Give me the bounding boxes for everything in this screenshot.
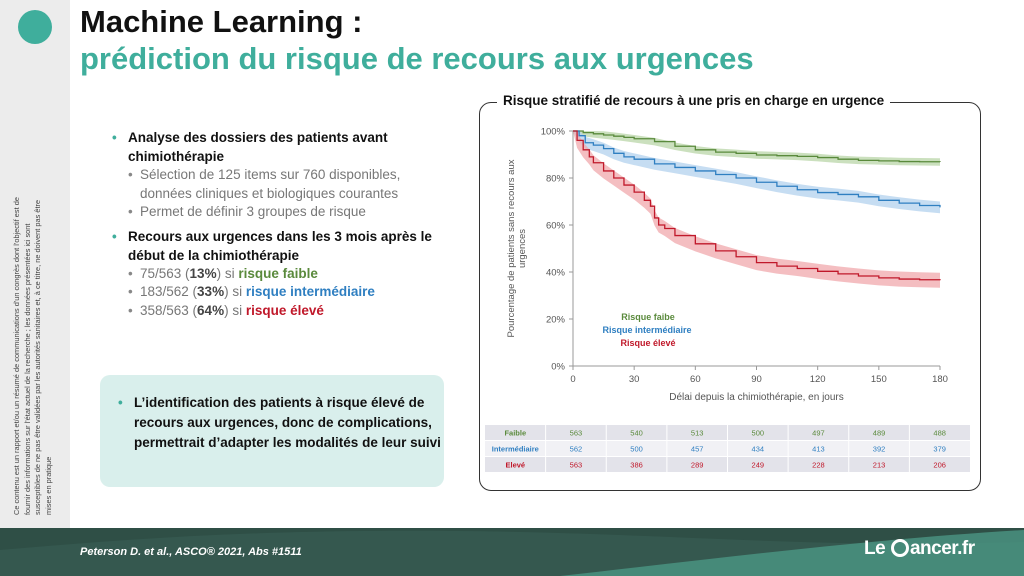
table-cell: 457 xyxy=(691,445,704,454)
x-tick-label: 0 xyxy=(570,374,575,385)
table-cell: 497 xyxy=(812,429,825,438)
legend-faible: Risque faibe xyxy=(621,312,675,322)
table-cell: 562 xyxy=(570,445,583,454)
brand-logo: Le ancer.fr xyxy=(864,538,975,559)
x-tick-label: 30 xyxy=(629,374,640,385)
table-cell: 540 xyxy=(630,429,643,438)
series-line-intermediaire xyxy=(573,130,941,208)
sub-bullet-intermediaire: 183/562 (33%) si risque intermédiaire xyxy=(110,283,455,302)
brand-c-icon xyxy=(890,539,909,557)
legend-intermediaire: Risque intermédiaire xyxy=(602,325,691,335)
bullet-analyse: Analyse des dossiers des patients avant … xyxy=(110,128,455,166)
table-cell: 249 xyxy=(752,461,765,470)
page-title: Machine Learning : xyxy=(80,4,363,39)
y-tick-label: 20% xyxy=(546,315,566,326)
x-tick-label: 90 xyxy=(751,374,762,385)
y-tick-label: 80% xyxy=(546,174,566,185)
callout-text: L’identification des patients à risque é… xyxy=(118,393,450,453)
table-cell: 379 xyxy=(933,445,946,454)
x-tick-label: 120 xyxy=(810,374,826,385)
x-tick-label: 180 xyxy=(932,374,948,385)
table-cell: 213 xyxy=(873,461,886,470)
x-tick-label: 60 xyxy=(690,374,701,385)
table-row-label: Faible xyxy=(504,429,526,438)
table-cell: 206 xyxy=(933,461,946,470)
sidebar: Ce contenu est un rapport et/ou un résum… xyxy=(0,0,70,528)
survival-chart: 0% 20% 40% 60% 80% 100% 0 30 60 90 120 150 180 Délai … xyxy=(485,127,970,472)
table-cell: 488 xyxy=(933,429,946,438)
y-axis-label: Pourcentage de patients sans recours aux… xyxy=(506,159,528,337)
sub-bullet-groupes: Permet de définir 3 groupes de risque xyxy=(110,203,455,222)
ci-band-intermediaire xyxy=(573,131,940,214)
y-tick-label: 100% xyxy=(541,127,566,138)
table-cell: 489 xyxy=(873,429,886,438)
legend-eleve: Risque élevé xyxy=(620,338,675,348)
table-cell: 513 xyxy=(691,429,704,438)
series-line-faible xyxy=(573,130,941,163)
sub-bullet-eleve: 358/563 (64%) si risque élevé xyxy=(110,302,455,321)
table-cell: 413 xyxy=(812,445,825,454)
table-cell: 228 xyxy=(812,461,825,470)
bullet-recours: Recours aux urgences dans les 3 mois apr… xyxy=(110,227,455,265)
y-tick-label: 0% xyxy=(551,362,565,373)
bullet-list: Analyse des dossiers des patients avant … xyxy=(110,128,455,320)
ci-band-faible xyxy=(573,131,940,166)
y-tick-label: 60% xyxy=(546,221,566,232)
citation: Peterson D. et al., ASCO® 2021, Abs #151… xyxy=(80,546,302,558)
x-tick-label: 150 xyxy=(871,374,887,385)
table-cell: 563 xyxy=(570,429,583,438)
table-row-label: Intermédiaire xyxy=(492,445,539,454)
sub-bullet-selection: Sélection de 125 items sur 760 disponibl… xyxy=(110,166,455,203)
table-cell: 434 xyxy=(752,445,765,454)
conclusion-callout: L’identification des patients à risque é… xyxy=(100,375,444,487)
sub-bullet-faible: 75/563 (13%) si risque faible xyxy=(110,265,455,284)
x-axis-label: Délai depuis la chimiothérapie, en jours xyxy=(669,392,844,403)
page-subtitle: prédiction du risque de recours aux urge… xyxy=(80,41,754,76)
y-tick-label: 40% xyxy=(546,268,566,279)
footer-wave xyxy=(0,530,1024,576)
table-cell: 392 xyxy=(873,445,886,454)
circle-logo xyxy=(18,10,52,44)
table-cell: 500 xyxy=(752,429,765,438)
table-cell: 500 xyxy=(630,445,643,454)
table-cell: 563 xyxy=(570,461,583,470)
table-row-label: Elevé xyxy=(506,461,526,470)
chart-title: Risque stratifié de recours à une pris e… xyxy=(497,93,891,108)
table-cell: 289 xyxy=(691,461,704,470)
series-line-eleve xyxy=(573,130,941,281)
table-cell: 386 xyxy=(630,461,643,470)
disclaimer-text: Ce contenu est un rapport et/ou un résum… xyxy=(12,197,53,515)
